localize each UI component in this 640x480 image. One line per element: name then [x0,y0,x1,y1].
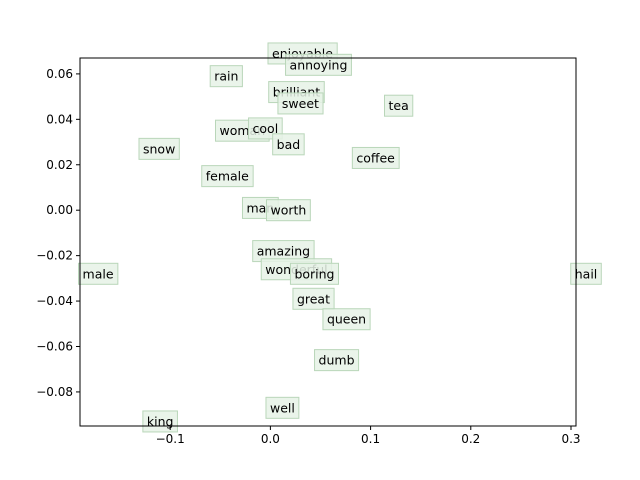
word-label: male [83,266,114,281]
word-label-box [570,262,602,285]
word-label-box [201,165,254,188]
y-tick-label: −0.04 [36,294,73,308]
y-axis: 0.06 0.04 0.02 0.00 −0.02 −0.04 −0.06 −0.08 [36,67,80,399]
x-axis: −0.1 0.0 0.1 0.2 0.3 [156,426,581,446]
word-point: female [201,165,254,188]
word-label: worth [270,203,306,218]
word-point: amazing [252,240,315,263]
word-point: sweet [277,92,324,115]
word-label-box [265,199,311,222]
word-point: dumb [314,349,360,372]
word-point: rain [209,65,243,88]
word-point: king [142,410,178,433]
word-label-box [289,262,340,285]
x-tick-label: 0.1 [361,432,380,446]
word-point: great [292,287,335,310]
word-label: snow [143,141,175,156]
word-point: snow [138,137,180,160]
word-label-box [384,94,414,117]
word-point: worth [265,199,311,222]
word-label: tea [389,98,409,113]
word-point: annoying [285,53,352,76]
y-tick-label: −0.06 [36,339,73,353]
word-label-box [272,133,305,156]
word-label: boring [294,266,334,281]
word-label-box [142,410,178,433]
word-label: sweet [282,96,319,111]
word-label-box [209,65,243,88]
word-label-box [351,146,400,169]
word-label-box [322,308,371,331]
word-label-box [292,287,335,310]
y-tick-label: 0.06 [46,67,73,81]
x-tick-label: 0.0 [261,432,280,446]
word-label: great [297,291,330,306]
word-point: queen [322,308,371,331]
y-tick-label: 0.02 [46,158,73,172]
word-label: hail [575,266,598,281]
y-tick-label: −0.08 [36,385,73,399]
word-point: male [78,262,119,285]
word-label-box [78,262,119,285]
plot-frame [79,57,577,427]
word-label: rain [214,69,238,84]
x-tick-label: 0.2 [461,432,480,446]
x-tick-label: 0.3 [561,432,580,446]
y-tick-label: −0.02 [36,249,73,263]
word-label: well [270,400,295,415]
word-point: tea [384,94,414,117]
x-tick-label: −0.1 [156,432,185,446]
word-label: bad [277,137,301,152]
word-label: cool [253,121,279,136]
word-label-box [314,349,360,372]
word-label: queen [327,312,366,327]
word-point: coffee [351,146,400,169]
word-label-box [285,53,352,76]
word-point: hail [570,262,602,285]
word-label: dumb [319,353,355,368]
word-point: well [265,396,300,419]
word-label: female [206,169,249,184]
word-label-box [138,137,180,160]
word-point: boring [289,262,340,285]
y-tick-label: 0.04 [46,112,73,126]
word-label-box [265,396,300,419]
word-label-box [277,92,324,115]
word-point: bad [272,133,305,156]
word-label: coffee [356,150,395,165]
word-label: king [147,414,174,429]
word-label: annoying [290,57,348,72]
word-label: amazing [257,244,310,259]
y-tick-label: 0.00 [46,203,73,217]
